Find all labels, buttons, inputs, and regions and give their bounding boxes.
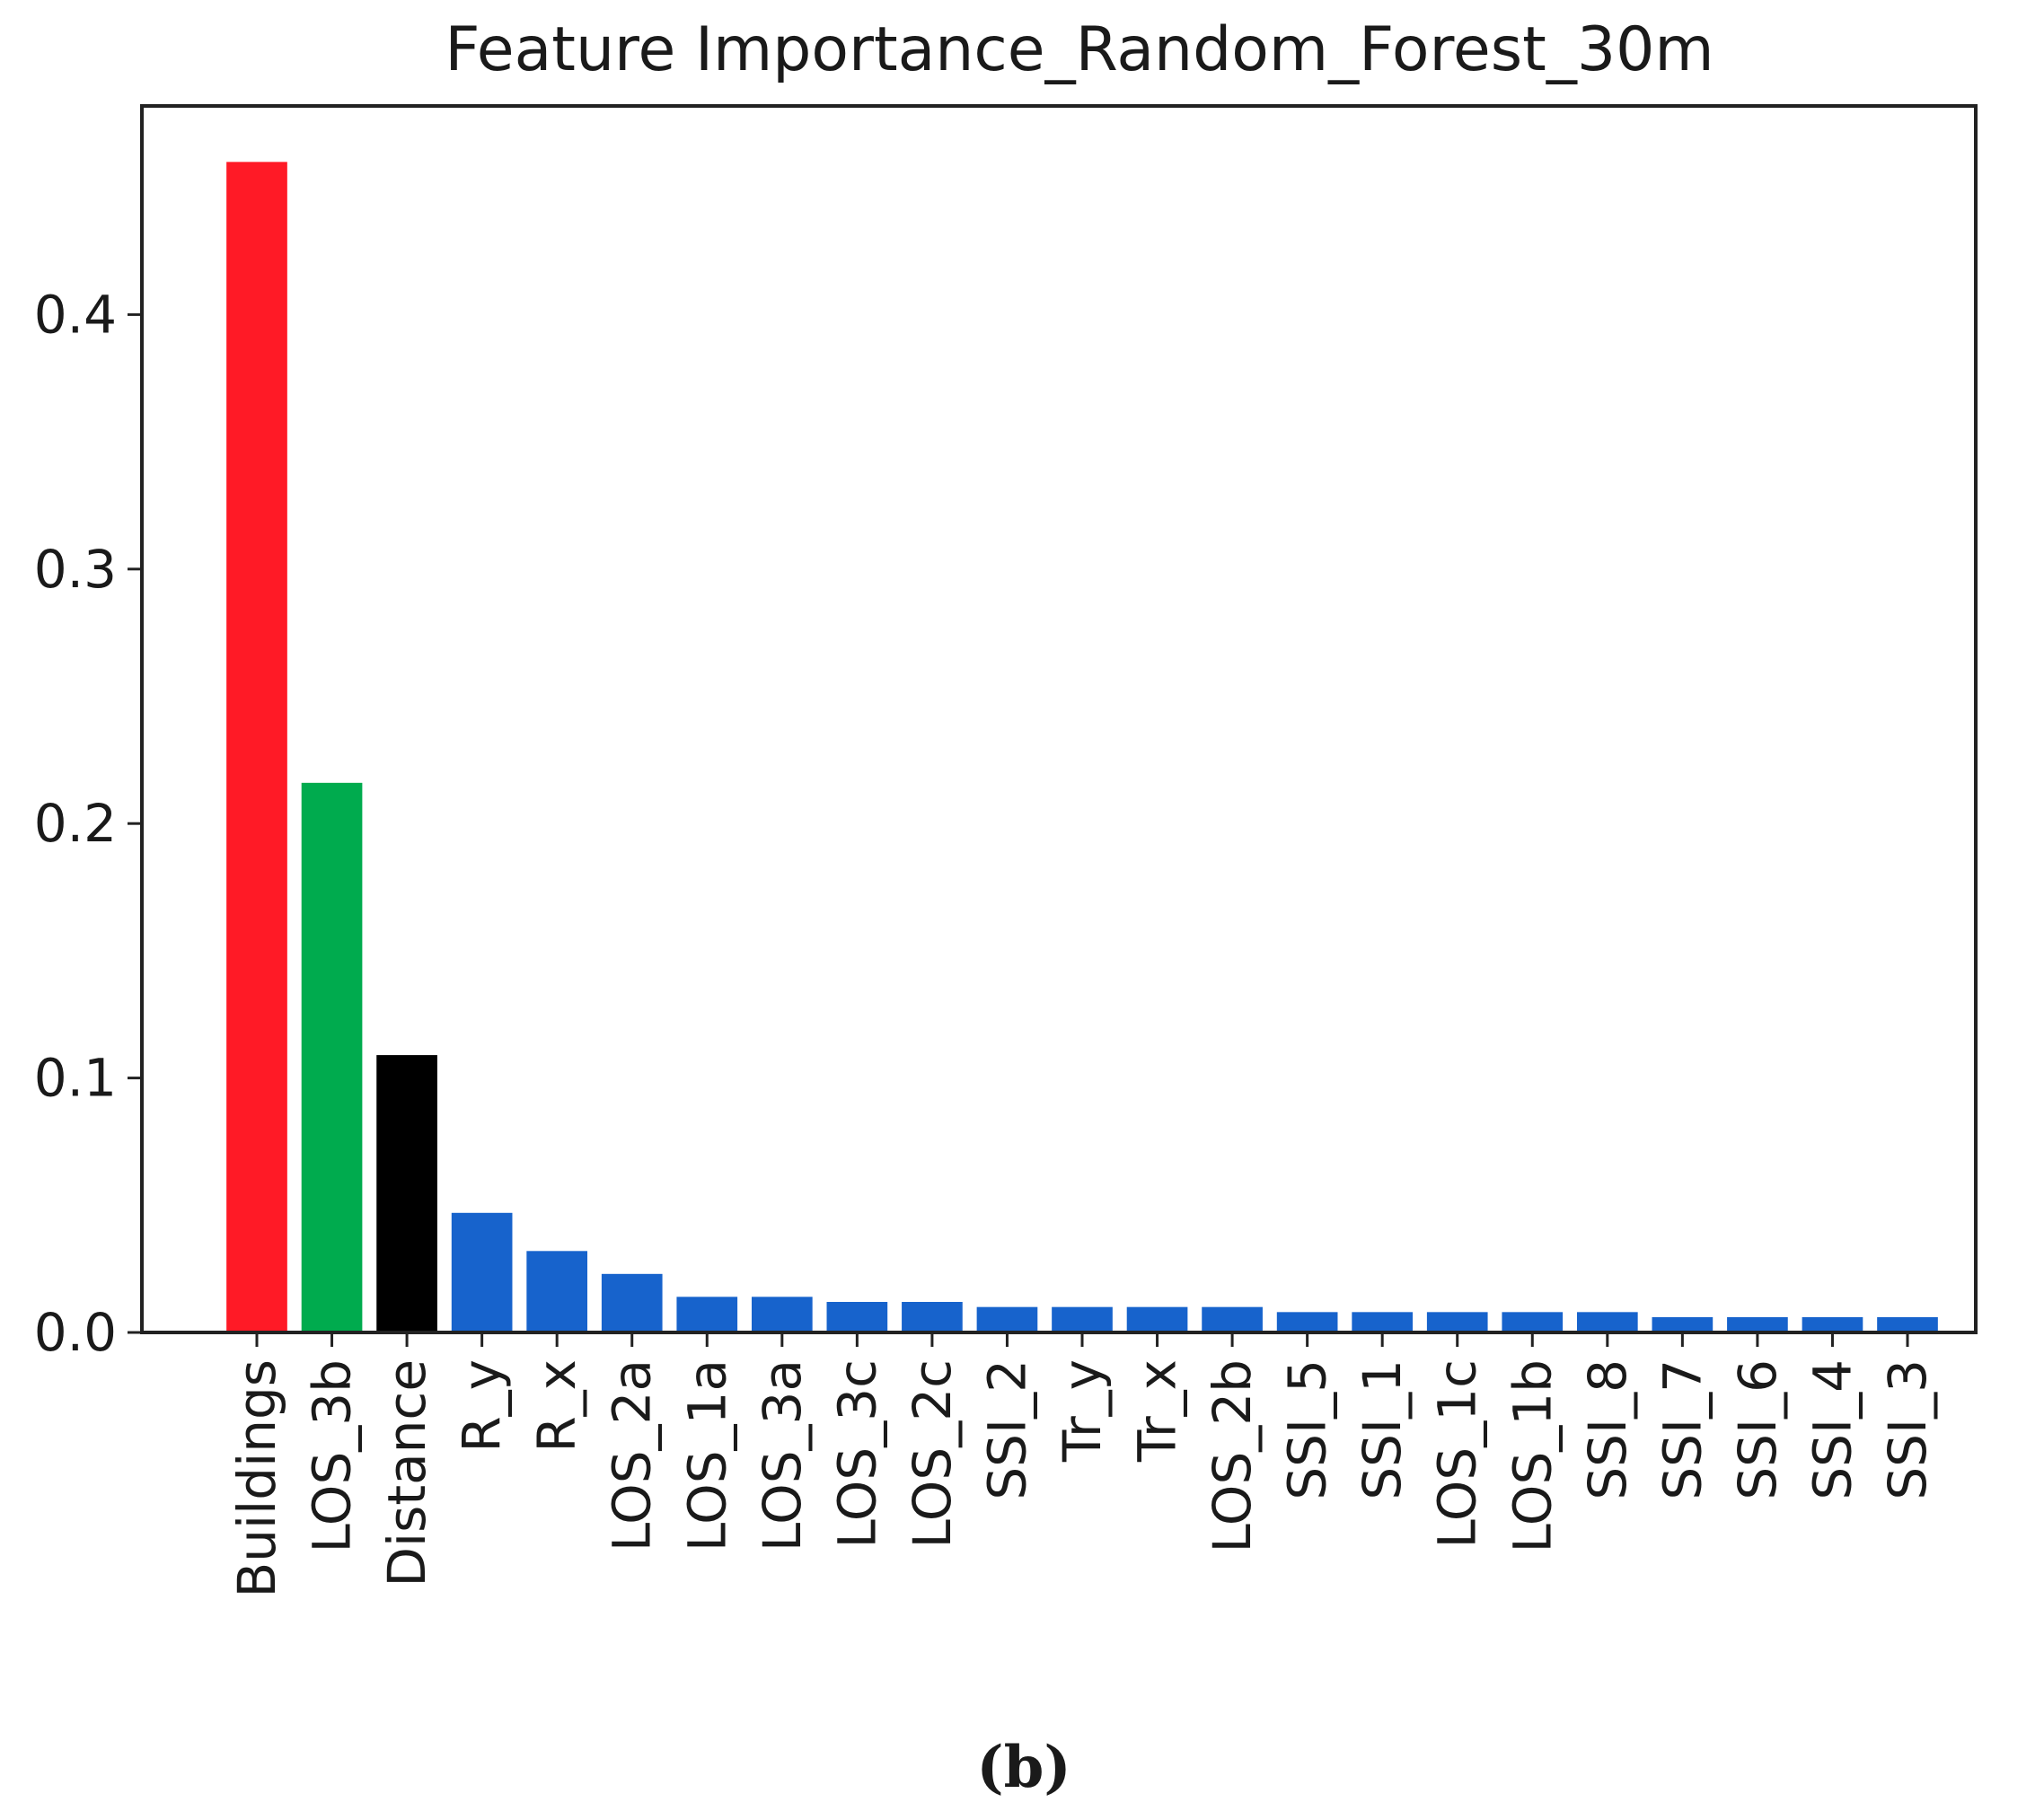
bar-tr-x xyxy=(1126,1306,1188,1332)
x-tick-label: SSI_6 xyxy=(1727,1359,1788,1500)
x-tick-label: LOS_2c xyxy=(902,1359,963,1549)
bar-distance xyxy=(376,1055,437,1332)
bar-ssi-7 xyxy=(1652,1316,1714,1332)
bar-los-1c xyxy=(1426,1312,1488,1332)
bar-los-1b xyxy=(1502,1312,1564,1332)
x-tick-label: LOS_1c xyxy=(1427,1359,1488,1549)
bar-los-1a xyxy=(676,1297,738,1332)
bar-ssi-2 xyxy=(976,1306,1038,1332)
bar-los-2b xyxy=(1202,1306,1263,1332)
x-tick-label: SSI_4 xyxy=(1802,1359,1863,1500)
bar-ssi-8 xyxy=(1576,1312,1638,1332)
x-tick-label: LOS_1a xyxy=(676,1359,737,1552)
x-tick-label: LOS_3a xyxy=(752,1359,813,1552)
bar-los-3a xyxy=(751,1297,813,1332)
x-tick-label: SSI_7 xyxy=(1652,1359,1713,1500)
y-tick-label: 0.2 xyxy=(34,793,117,854)
bar-los-3b xyxy=(301,782,363,1332)
bars-group xyxy=(226,162,1938,1333)
x-tick-label: SSI_3 xyxy=(1877,1359,1938,1500)
x-tick-label: Tr_y xyxy=(1052,1359,1113,1463)
bar-r-y xyxy=(451,1212,513,1332)
x-tick-label: R_y xyxy=(452,1359,513,1453)
x-axis: Buildings LOS_3b Distance R_y R_x LOS_2a LOS_1… xyxy=(226,1332,1938,1598)
x-tick-label: SSI_8 xyxy=(1577,1359,1638,1500)
x-tick-label: Buildings xyxy=(226,1359,287,1598)
y-tick-label: 0.0 xyxy=(34,1302,117,1363)
figure-caption: (b) xyxy=(976,1734,1070,1801)
bar-ssi-5 xyxy=(1276,1312,1338,1332)
bar-ssi-1 xyxy=(1352,1312,1414,1332)
x-tick-label: Distance xyxy=(376,1359,437,1587)
x-tick-label: SSI_2 xyxy=(976,1359,1037,1500)
x-tick-label: Tr_x xyxy=(1127,1359,1188,1463)
x-tick-label: LOS_1b xyxy=(1502,1359,1563,1552)
y-tick-label: 0.4 xyxy=(34,284,117,345)
bar-los-2c xyxy=(902,1301,963,1332)
plot-frame xyxy=(140,104,1978,1334)
x-tick-label: SSI_5 xyxy=(1277,1359,1338,1500)
y-axis: 0.0 0.1 0.2 0.3 0.4 xyxy=(34,284,142,1363)
bar-ssi-6 xyxy=(1727,1316,1788,1332)
bar-r-x xyxy=(526,1251,588,1332)
bar-los-3c xyxy=(826,1301,888,1332)
x-tick-label: R_x xyxy=(526,1359,587,1453)
bar-los-2a xyxy=(601,1273,663,1332)
bar-ssi-4 xyxy=(1802,1316,1863,1332)
x-tick-label: LOS_2a xyxy=(602,1359,663,1552)
y-tick-label: 0.3 xyxy=(34,539,117,600)
bar-buildings xyxy=(226,162,287,1333)
y-tick-label: 0.1 xyxy=(34,1048,117,1109)
x-tick-label: LOS_3c xyxy=(826,1359,887,1549)
bar-tr-y xyxy=(1052,1306,1113,1332)
x-tick-label: LOS_2b xyxy=(1202,1359,1263,1552)
x-tick-label: SSI_1 xyxy=(1352,1359,1413,1500)
bar-ssi-3 xyxy=(1877,1316,1938,1332)
x-tick-label: LOS_3b xyxy=(302,1359,363,1552)
chart-title: Feature Importance_Random_Forest_30m xyxy=(445,14,1714,85)
